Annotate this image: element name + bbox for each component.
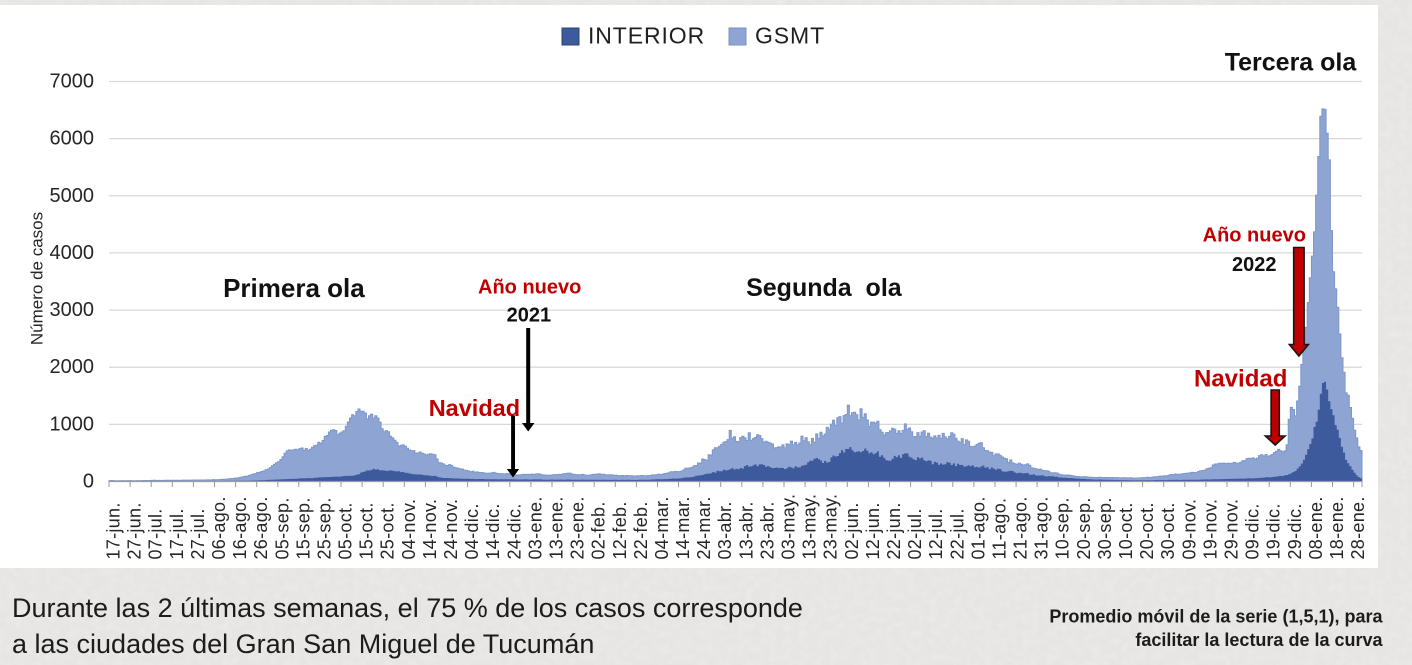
svg-text:13-ene.: 13-ene. [547, 496, 567, 559]
svg-text:30-oct.: 30-oct. [1158, 502, 1178, 559]
svg-text:14-dic.: 14-dic. [483, 503, 503, 559]
svg-text:31-ago.: 31-ago. [1032, 496, 1052, 559]
svg-text:Número de casos: Número de casos [28, 212, 47, 345]
svg-text:a las ciudades del Gran San Mi: a las ciudades del Gran San Miguel de Tu… [12, 629, 594, 659]
svg-text:5000: 5000 [50, 185, 95, 207]
svg-text:2022: 2022 [1232, 254, 1277, 276]
svg-text:Segunda ola: Segunda ola [746, 274, 903, 302]
svg-text:20-sep.: 20-sep. [1074, 497, 1094, 559]
svg-text:20-oct.: 20-oct. [1137, 502, 1157, 559]
svg-text:19-nov.: 19-nov. [1200, 499, 1220, 560]
svg-text:02-feb.: 02-feb. [589, 501, 609, 559]
svg-text:02-jun.: 02-jun. [842, 502, 862, 559]
svg-text:19-dic.: 19-dic. [1264, 503, 1284, 559]
svg-text:Navidad: Navidad [429, 395, 520, 421]
svg-text:0: 0 [83, 471, 94, 493]
svg-text:03-ene.: 03-ene. [525, 496, 545, 559]
svg-text:08-ene.: 08-ene. [1306, 496, 1326, 559]
svg-text:Año nuevo: Año nuevo [1203, 225, 1306, 247]
svg-text:29-dic.: 29-dic. [1285, 503, 1305, 559]
svg-text:11-ago.: 11-ago. [990, 498, 1010, 560]
svg-text:24-nov.: 24-nov. [441, 499, 461, 560]
svg-text:14-nov.: 14-nov. [420, 499, 440, 560]
svg-text:10-oct.: 10-oct. [1116, 502, 1136, 559]
svg-text:3000: 3000 [50, 299, 95, 321]
svg-text:13-may.: 13-may. [800, 494, 820, 560]
svg-text:16-ago.: 16-ago. [230, 496, 250, 559]
svg-text:05-oct.: 05-oct. [336, 502, 356, 559]
svg-text:4000: 4000 [50, 242, 95, 264]
svg-text:INTERIOR: INTERIOR [588, 23, 705, 49]
svg-text:04-nov.: 04-nov. [399, 499, 419, 560]
svg-text:27-jun.: 27-jun. [125, 502, 145, 559]
svg-text:facilitar la lectura de la cur: facilitar la lectura de la curva [1135, 630, 1383, 650]
svg-text:25-sep.: 25-sep. [314, 497, 334, 559]
svg-text:Navidad: Navidad [1194, 365, 1287, 392]
svg-text:21-ago.: 21-ago. [1011, 496, 1031, 559]
svg-text:Tercera ola: Tercera ola [1225, 48, 1358, 76]
svg-text:23-abr.: 23-abr. [757, 501, 777, 559]
svg-text:09-nov.: 09-nov. [1179, 499, 1199, 560]
svg-text:18-ene.: 18-ene. [1327, 496, 1347, 559]
svg-text:04-mar.: 04-mar. [652, 496, 672, 559]
svg-text:03-may.: 03-may. [779, 494, 799, 560]
svg-text:30-sep.: 30-sep. [1095, 497, 1115, 559]
svg-text:22-feb.: 22-feb. [631, 501, 651, 559]
svg-text:09-dic.: 09-dic. [1243, 503, 1263, 559]
svg-text:Durante las 2 últimas semanas,: Durante las 2 últimas semanas, el 75 % d… [12, 593, 803, 623]
svg-text:01-ago.: 01-ago. [968, 496, 988, 559]
svg-text:GSMT: GSMT [755, 23, 825, 49]
svg-text:7000: 7000 [50, 71, 95, 93]
svg-text:12-jul.: 12-jul. [926, 508, 946, 559]
svg-text:Primera ola: Primera ola [223, 273, 365, 303]
svg-text:1000: 1000 [50, 413, 95, 435]
svg-text:13-abr.: 13-abr. [736, 501, 756, 559]
svg-text:24-mar.: 24-mar. [694, 496, 714, 559]
svg-text:04-dic.: 04-dic. [462, 503, 482, 559]
svg-text:02-jul.: 02-jul. [905, 508, 925, 559]
svg-text:15-sep.: 15-sep. [293, 497, 313, 559]
svg-text:6000: 6000 [50, 128, 95, 150]
svg-text:24-dic.: 24-dic. [504, 503, 524, 559]
svg-text:29-nov.: 29-nov. [1222, 499, 1242, 560]
svg-text:17-jul.: 17-jul. [167, 508, 187, 559]
svg-text:03-abr.: 03-abr. [715, 501, 735, 559]
svg-text:06-ago.: 06-ago. [209, 496, 229, 559]
svg-text:12-feb.: 12-feb. [610, 501, 630, 559]
svg-text:07-jul.: 07-jul. [146, 508, 166, 559]
svg-text:17-jun.: 17-jun. [104, 502, 124, 559]
svg-text:Año nuevo: Año nuevo [478, 277, 581, 299]
svg-text:2000: 2000 [50, 356, 95, 378]
svg-text:14-mar.: 14-mar. [673, 496, 693, 559]
svg-text:27-jul.: 27-jul. [188, 508, 208, 559]
svg-text:2021: 2021 [507, 304, 552, 326]
svg-text:28-ene.: 28-ene. [1348, 496, 1368, 559]
svg-text:26-ago.: 26-ago. [251, 496, 271, 559]
svg-text:23-may.: 23-may. [821, 494, 841, 560]
svg-text:25-oct.: 25-oct. [378, 502, 398, 559]
svg-text:22-jul.: 22-jul. [947, 508, 967, 559]
svg-text:23-ene.: 23-ene. [568, 496, 588, 559]
svg-text:10-sep.: 10-sep. [1053, 497, 1073, 559]
svg-text:Promedio móvil de la serie (1,: Promedio móvil de la serie (1,5,1), para [1049, 607, 1383, 627]
svg-text:15-oct.: 15-oct. [357, 502, 377, 559]
svg-text:05-sep.: 05-sep. [272, 497, 292, 559]
svg-text:12-jun.: 12-jun. [863, 502, 883, 559]
svg-text:22-jun.: 22-jun. [884, 502, 904, 559]
